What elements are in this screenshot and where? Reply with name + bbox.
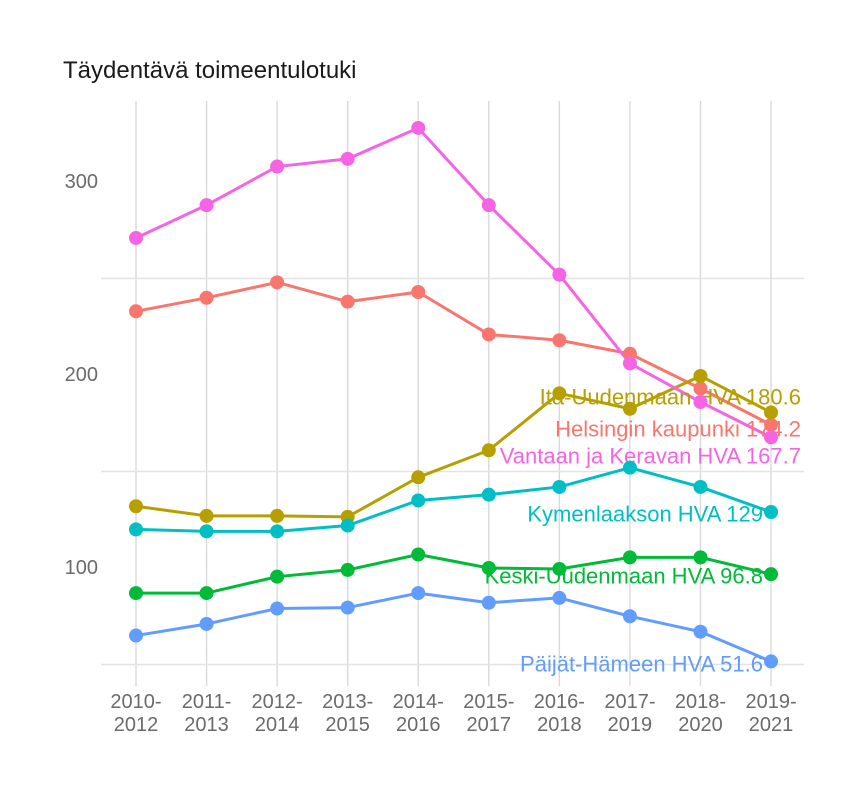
y-tick-label: 100 <box>65 557 98 579</box>
data-point-Vantaan ja Keravan HVA <box>411 120 426 135</box>
series-line-Itä-Uudenmaan HVA <box>134 374 773 519</box>
series-label-Keski-Uudenmaan HVA: Keski-Uudenmaan HVA 96.8 <box>485 564 763 589</box>
data-point-Päijät-Hämeen HVA <box>693 624 708 639</box>
data-point-Helsingin kaupunki <box>764 417 779 432</box>
series-line-Keski-Uudenmaan HVA <box>134 552 773 595</box>
data-point-Vantaan ja Keravan HVA <box>199 198 214 213</box>
data-point-Helsingin kaupunki <box>340 294 355 309</box>
data-point-Päijät-Hämeen HVA <box>340 600 355 615</box>
series-line-Kymenlaakson HVA <box>134 466 773 533</box>
data-point-Päijät-Hämeen HVA <box>199 616 214 631</box>
data-point-Keski-Uudenmaan HVA <box>552 561 567 576</box>
data-point-Helsingin kaupunki <box>129 304 143 319</box>
data-point-Helsingin kaupunki <box>552 333 567 348</box>
y-axis-tick-labels: 100 200 300 <box>65 171 98 579</box>
data-point-Keski-Uudenmaan HVA <box>764 567 779 582</box>
data-point-Kymenlaakson HVA <box>481 487 496 502</box>
data-point-Itä-Uudenmaan HVA <box>199 508 214 523</box>
series-end-labels: Helsingin kaupunki 174.2 Itä-Uudenmaan HV… <box>485 385 801 677</box>
data-point-Vantaan ja Keravan HVA <box>340 151 355 166</box>
data-point-Vantaan ja Keravan HVA <box>764 430 779 445</box>
data-point-Helsingin kaupunki <box>622 346 637 361</box>
data-point-Itä-Uudenmaan HVA <box>270 508 285 523</box>
data-point-Keski-Uudenmaan HVA <box>199 586 214 601</box>
data-point-Kymenlaakson HVA <box>199 524 214 539</box>
data-point-Helsingin kaupunki <box>411 285 426 300</box>
data-point-Kymenlaakson HVA <box>270 524 285 539</box>
data-point-Itä-Uudenmaan HVA <box>622 401 637 416</box>
x-axis-tick-labels: 2010-2012 2011-2013 2012-2014 2013-2015 2014… <box>110 691 796 736</box>
series-label-Päijät-Hämeen HVA: Päijät-Hämeen HVA 51.6 <box>520 652 763 677</box>
series-line-Vantaan ja Keravan HVA <box>134 126 773 439</box>
x-tick-label: 2019-2021 <box>745 691 796 736</box>
data-point-Keski-Uudenmaan HVA <box>622 550 637 565</box>
data-point-Keski-Uudenmaan HVA <box>411 547 426 562</box>
series-line-Päijät-Hämeen HVA <box>134 591 773 663</box>
chart-title: Täydentävä toimeentulotuki <box>63 57 357 84</box>
horizontal-gridlines <box>101 277 804 666</box>
data-point-Kymenlaakson HVA <box>129 522 143 537</box>
data-point-Itä-Uudenmaan HVA <box>552 386 567 401</box>
x-tick-label: 2018-2020 <box>675 691 726 736</box>
y-tick-label: 200 <box>65 364 98 386</box>
y-tick-label: 300 <box>65 171 98 193</box>
x-tick-label: 2017-2019 <box>604 691 655 736</box>
data-point-Kymenlaakson HVA <box>764 505 779 520</box>
series-label-Kymenlaakson HVA: Kymenlaakson HVA 129 <box>527 502 763 527</box>
data-point-Helsingin kaupunki <box>199 290 214 305</box>
data-point-Vantaan ja Keravan HVA <box>552 267 567 282</box>
x-tick-label: 2015-2017 <box>463 691 514 736</box>
data-point-Päijät-Hämeen HVA <box>129 628 143 643</box>
data-point-Kymenlaakson HVA <box>340 518 355 533</box>
data-point-Vantaan ja Keravan HVA <box>481 198 496 213</box>
data-point-Keski-Uudenmaan HVA <box>129 586 143 601</box>
x-tick-label: 2010-2012 <box>110 691 161 736</box>
x-tick-label: 2011-2013 <box>182 691 232 736</box>
x-tick-label: 2016-2018 <box>534 691 585 736</box>
data-point-Päijät-Hämeen HVA <box>481 595 496 610</box>
data-point-Päijät-Hämeen HVA <box>764 654 779 669</box>
data-point-Itä-Uudenmaan HVA <box>693 368 708 383</box>
data-point-Vantaan ja Keravan HVA <box>693 395 708 410</box>
data-point-Kymenlaakson HVA <box>622 460 637 475</box>
data-point-Kymenlaakson HVA <box>693 479 708 494</box>
data-point-Helsingin kaupunki <box>693 381 708 396</box>
x-tick-label: 2014-2016 <box>393 691 444 736</box>
series-line-Helsingin kaupunki <box>134 280 773 427</box>
series-label-Vantaan ja Keravan HVA: Vantaan ja Keravan HVA 167.7 <box>500 444 801 469</box>
data-point-Päijät-Hämeen HVA <box>622 609 637 624</box>
data-point-Helsingin kaupunki <box>270 275 285 290</box>
data-point-Päijät-Hämeen HVA <box>270 601 285 616</box>
series-label-Helsingin kaupunki: Helsingin kaupunki 174.2 <box>555 417 801 442</box>
data-point-Keski-Uudenmaan HVA <box>693 550 708 565</box>
data-point-Päijät-Hämeen HVA <box>552 590 567 605</box>
data-point-Vantaan ja Keravan HVA <box>270 159 285 174</box>
data-point-Keski-Uudenmaan HVA <box>481 561 496 575</box>
data-point-Kymenlaakson HVA <box>411 493 426 508</box>
data-point-Päijät-Hämeen HVA <box>411 586 426 601</box>
x-tick-label: 2013-2015 <box>322 691 373 736</box>
series-points <box>129 120 779 669</box>
data-point-Keski-Uudenmaan HVA <box>270 569 285 584</box>
x-tick-label: 2012-2014 <box>252 691 303 736</box>
series-lines <box>134 126 773 663</box>
data-point-Itä-Uudenmaan HVA <box>764 405 779 420</box>
data-point-Itä-Uudenmaan HVA <box>129 499 143 514</box>
data-point-Vantaan ja Keravan HVA <box>129 230 143 245</box>
data-point-Itä-Uudenmaan HVA <box>481 443 496 458</box>
data-point-Vantaan ja Keravan HVA <box>622 356 637 371</box>
data-point-Itä-Uudenmaan HVA <box>411 470 426 485</box>
series-label-Itä-Uudenmaan HVA: Itä-Uudenmaan HVA 180.6 <box>540 385 801 410</box>
data-point-Kymenlaakson HVA <box>552 479 567 494</box>
data-point-Keski-Uudenmaan HVA <box>340 562 355 577</box>
data-point-Helsingin kaupunki <box>481 327 496 342</box>
